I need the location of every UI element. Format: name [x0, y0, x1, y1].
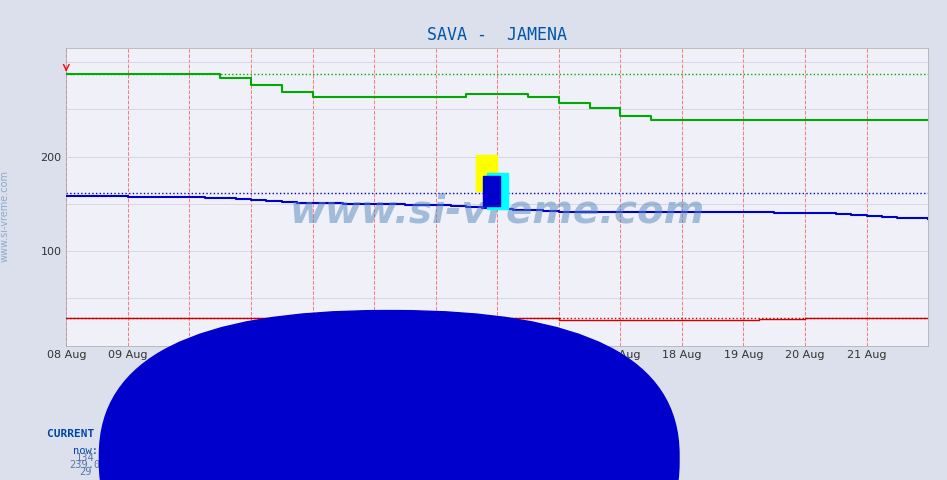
Text: maximum:: maximum: — [278, 445, 328, 456]
Text: 27: 27 — [145, 467, 158, 477]
Text: 269.4: 269.4 — [212, 460, 242, 470]
Title: SAVA -  JAMENA: SAVA - JAMENA — [427, 25, 567, 44]
Text: 161: 161 — [294, 453, 313, 463]
Text: average:: average: — [203, 445, 252, 456]
Text: Serbia / river data.: Serbia / river data. — [406, 366, 541, 376]
Text: 239.0: 239.0 — [70, 460, 100, 470]
Text: SAVA -   JAMENA: SAVA - JAMENA — [342, 445, 435, 456]
Text: 133: 133 — [142, 453, 161, 463]
Text: www.si-vreme.com: www.si-vreme.com — [0, 170, 9, 262]
Bar — [487, 173, 509, 209]
Text: 28: 28 — [221, 467, 234, 477]
Bar — [475, 155, 497, 191]
Text: last two weeks / 30 minutes.: last two weeks / 30 minutes. — [379, 385, 568, 396]
Text: 134: 134 — [76, 453, 95, 463]
Text: minimum:: minimum: — [127, 445, 176, 456]
Text: now:: now: — [73, 445, 98, 456]
Text: 29: 29 — [79, 467, 92, 477]
Text: 237.0: 237.0 — [136, 460, 167, 470]
Text: Values: average  Units: imperial   Line: maximum: Values: average Units: imperial Line: ma… — [312, 405, 635, 415]
Text: 29: 29 — [296, 467, 310, 477]
Bar — [483, 176, 500, 206]
Text: CURRENT AND HISTORICAL DATA: CURRENT AND HISTORICAL DATA — [47, 429, 229, 439]
Text: 287.0: 287.0 — [288, 460, 318, 470]
Text: 151: 151 — [218, 453, 237, 463]
Text: www.si-vreme.com: www.si-vreme.com — [290, 192, 705, 231]
Text: height[foot]: height[foot] — [398, 453, 473, 463]
